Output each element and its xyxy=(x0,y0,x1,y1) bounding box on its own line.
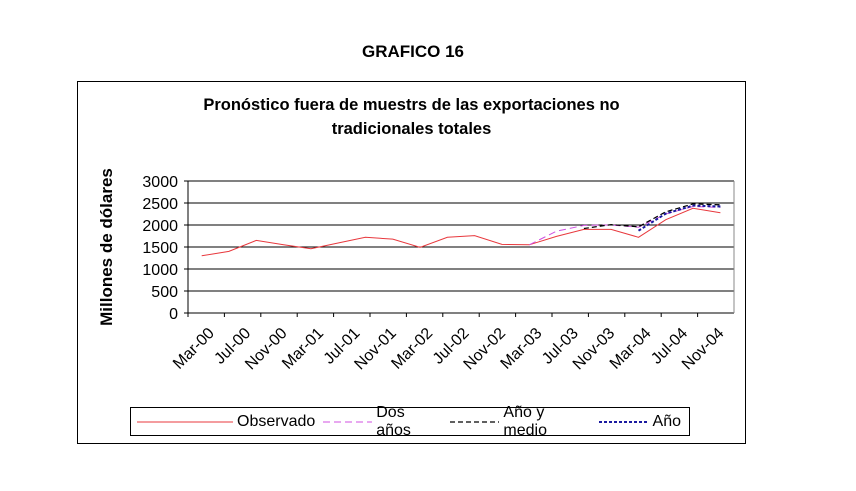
legend-swatch-ano xyxy=(598,420,649,423)
legend-label-observado: Observado xyxy=(237,412,316,430)
figure-heading: GRAFICO 16 xyxy=(361,42,465,61)
legend-swatch-dos-anos xyxy=(323,421,373,422)
legend-label-ano: Año xyxy=(652,412,681,430)
legend-swatch-observado xyxy=(137,421,233,422)
legend-swatch-ano-y-medio xyxy=(450,420,500,423)
y-tick-label-3000: 3000 xyxy=(142,174,178,191)
chart-title: Pronóstico fuera de muestrs de las expor… xyxy=(77,93,746,141)
legend-label-dos-anos: Dos años xyxy=(376,403,411,439)
y-tick-label-2000: 2000 xyxy=(142,218,178,235)
y-tick-label-500: 500 xyxy=(151,284,178,301)
y-tick-label-1500: 1500 xyxy=(142,240,178,257)
y-tick-label-2500: 2500 xyxy=(142,196,178,213)
x-tick-label-Mar-03: Mar-03 xyxy=(498,325,546,373)
legend-label-ano-y-medio: Año y medio xyxy=(503,403,547,439)
x-tick-label-Nov-04: Nov-04 xyxy=(679,325,728,374)
x-tick-label-Mar-00: Mar-00 xyxy=(170,325,218,373)
y-tick-label-1000: 1000 xyxy=(142,262,178,279)
legend-item-dos-anos: Dos años xyxy=(323,404,442,440)
legend-item-ano: Año xyxy=(598,412,681,431)
x-tick-label-Mar-04: Mar-04 xyxy=(607,325,655,373)
chart-title-line-2: tradicionales totales xyxy=(331,120,492,138)
series-line-a-o xyxy=(637,204,721,232)
chart-title-line-1: Pronóstico fuera de muestrs de las expor… xyxy=(203,96,620,114)
x-tick-label-Mar-02: Mar-02 xyxy=(388,325,436,373)
legend-item-observado: Observado xyxy=(137,413,315,431)
y-tick-label-0: 0 xyxy=(169,306,178,323)
chart-legend: Observado Dos años Año y medio Año xyxy=(130,404,690,439)
legend-item-ano-y-medio: Año y medio xyxy=(450,404,590,440)
series-line-observado xyxy=(201,207,721,257)
x-tick-label-Mar-01: Mar-01 xyxy=(279,325,327,373)
chart-frame xyxy=(77,81,746,444)
